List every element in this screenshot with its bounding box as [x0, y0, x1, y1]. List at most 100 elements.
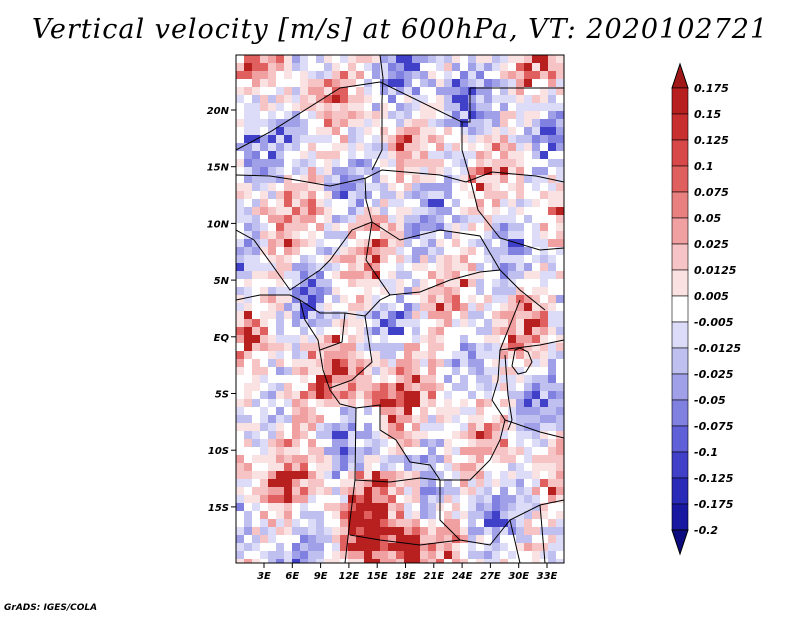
- field-cell: [492, 487, 500, 495]
- field-cell: [556, 127, 564, 135]
- field-cell: [332, 343, 340, 351]
- field-cell: [492, 559, 500, 563]
- field-cell: [484, 295, 492, 303]
- field-cell: [316, 111, 324, 119]
- field-cell: [380, 455, 388, 463]
- field-cell: [236, 487, 244, 495]
- field-cell: [236, 119, 244, 127]
- field-cell: [452, 487, 460, 495]
- field-cell: [492, 303, 500, 311]
- field-cell: [380, 63, 388, 71]
- field-cell: [316, 375, 324, 383]
- field-cell: [444, 79, 452, 87]
- field-cell: [396, 519, 404, 527]
- field-cell: [476, 263, 484, 271]
- field-cell: [380, 327, 388, 335]
- field-cell: [452, 55, 460, 63]
- field-cell: [332, 407, 340, 415]
- field-cell: [420, 103, 428, 111]
- field-cell: [492, 543, 500, 551]
- field-cell: [356, 271, 364, 279]
- field-cell: [476, 447, 484, 455]
- field-cell: [244, 471, 252, 479]
- field-cell: [252, 311, 260, 319]
- field-cell: [396, 159, 404, 167]
- colorbar-label: -0.025: [694, 368, 734, 381]
- colorbar-segment: [671, 321, 689, 349]
- field-cell: [436, 135, 444, 143]
- field-cell: [244, 231, 252, 239]
- field-cell: [332, 175, 340, 183]
- field-cell: [348, 111, 356, 119]
- field-cell: [492, 191, 500, 199]
- field-cell: [548, 151, 556, 159]
- field-cell: [396, 367, 404, 375]
- field-cell: [500, 463, 508, 471]
- field-cell: [380, 399, 388, 407]
- field-cell: [532, 455, 540, 463]
- field-cell: [460, 343, 468, 351]
- colorbar-label: 0.05: [694, 212, 721, 225]
- field-cell: [452, 423, 460, 431]
- field-cell: [452, 479, 460, 487]
- field-cell: [348, 63, 356, 71]
- field-cell: [276, 63, 284, 71]
- field-cell: [540, 471, 548, 479]
- field-cell: [388, 431, 396, 439]
- field-cell: [356, 303, 364, 311]
- field-cell: [372, 303, 380, 311]
- field-cell: [300, 471, 308, 479]
- field-cell: [316, 367, 324, 375]
- field-cell: [316, 239, 324, 247]
- field-cell: [252, 303, 260, 311]
- field-cell: [340, 255, 348, 263]
- field-cell: [476, 375, 484, 383]
- field-cell: [460, 71, 468, 79]
- field-cell: [444, 215, 452, 223]
- field-cell: [460, 111, 468, 119]
- field-cell: [556, 319, 564, 327]
- field-cell: [516, 207, 524, 215]
- field-cell: [260, 159, 268, 167]
- field-cell: [332, 431, 340, 439]
- field-cell: [468, 463, 476, 471]
- field-cell: [300, 415, 308, 423]
- field-cell: [444, 335, 452, 343]
- field-cell: [324, 311, 332, 319]
- field-cell: [380, 55, 388, 63]
- colorbar-label: -0.05: [694, 394, 726, 407]
- field-cell: [236, 559, 244, 563]
- colorbar-segment: [671, 113, 689, 141]
- field-cell: [244, 95, 252, 103]
- field-cell: [340, 55, 348, 63]
- field-cell: [308, 319, 316, 327]
- field-cell: [244, 359, 252, 367]
- colorbar-label: -0.1: [694, 446, 718, 459]
- field-cell: [292, 167, 300, 175]
- field-cell: [292, 223, 300, 231]
- field-cell: [388, 399, 396, 407]
- field-cell: [332, 495, 340, 503]
- field-cell: [364, 167, 372, 175]
- field-cell: [524, 327, 532, 335]
- field-cell: [372, 423, 380, 431]
- field-cell: [308, 119, 316, 127]
- field-cell: [300, 527, 308, 535]
- field-cell: [556, 407, 564, 415]
- field-cell: [532, 327, 540, 335]
- field-cell: [428, 151, 436, 159]
- field-cell: [412, 279, 420, 287]
- field-cell: [460, 247, 468, 255]
- colorbar-segment: [671, 451, 689, 479]
- field-cell: [308, 295, 316, 303]
- field-cell: [412, 503, 420, 511]
- field-cell: [500, 207, 508, 215]
- field-cell: [356, 143, 364, 151]
- field-cell: [380, 303, 388, 311]
- field-cell: [260, 111, 268, 119]
- field-cell: [372, 439, 380, 447]
- field-cell: [348, 191, 356, 199]
- field-cell: [412, 143, 420, 151]
- field-cell: [252, 399, 260, 407]
- field-cell: [428, 447, 436, 455]
